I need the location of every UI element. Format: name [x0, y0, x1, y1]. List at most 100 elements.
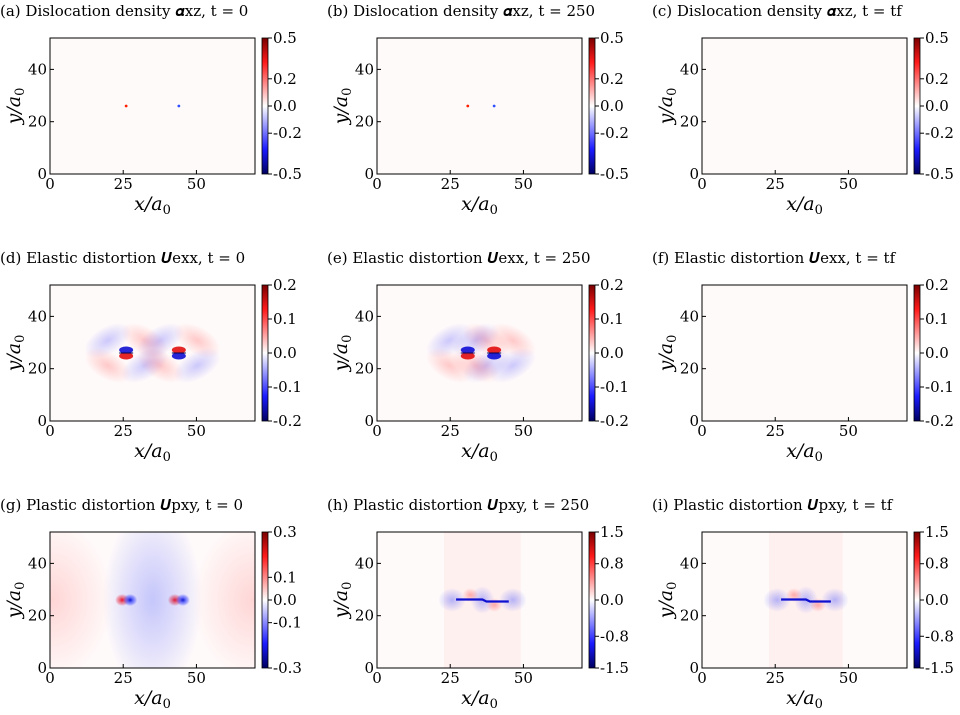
x-tick-label: 25 [114, 669, 133, 687]
core-lower [487, 352, 502, 360]
x-tick-label: 50 [839, 669, 858, 687]
x-tick-label: 50 [514, 175, 533, 193]
y-tick-label: 0 [689, 165, 699, 183]
colorbar [913, 531, 921, 669]
panel-e: (e) Elastic distortion 𝑼exx, t = 250 0 20 4… [327, 249, 629, 465]
y-axis-label: y/a0 [3, 88, 28, 126]
plot-frame [49, 284, 256, 422]
x-axis-label: x/a0 [461, 440, 498, 465]
slip-lobe [498, 588, 527, 612]
plot-frame [376, 37, 583, 175]
panel-d: (d) Elastic distortion 𝑼exx, t = 0 0 20 40 0… [0, 249, 302, 465]
panel-f: (f) Elastic distortion 𝑼exx, t = tf 0 20 40… [652, 249, 954, 465]
colorbar-tick-label: 0.0 [600, 344, 624, 362]
x-axis-label: x/a0 [461, 193, 498, 218]
panel-title: (d) Elastic distortion 𝑼exx, t = 0 [0, 249, 245, 267]
colorbar-tick-label: -0.2 [273, 412, 302, 430]
y-axis-label: y/a0 [3, 335, 28, 373]
y-tick-label: 20 [28, 113, 47, 131]
colorbar-tick-label: 0.0 [925, 591, 949, 609]
x-tick-label: 50 [839, 175, 858, 193]
y-axis-label: y/a0 [655, 88, 680, 126]
negative-dislocation-point [177, 104, 181, 108]
colorbar-tick-label: 0.5 [600, 29, 624, 47]
x-tick-label: 0 [697, 175, 707, 193]
colorbar-tick-label: 0.2 [925, 70, 949, 88]
x-tick-label: 50 [514, 669, 533, 687]
plot-area [702, 38, 907, 174]
plot-frame [376, 531, 583, 669]
negative-dislocation-point [492, 104, 496, 108]
core-lower [171, 352, 186, 360]
colorbar-tick-label: 0.2 [600, 70, 624, 88]
colorbar-tick-label: 0.0 [600, 97, 624, 115]
colorbar-tick-label: 0.0 [273, 97, 297, 115]
colorbar [913, 37, 921, 175]
colorbar [261, 531, 269, 669]
x-tick-label: 0 [697, 422, 707, 440]
panel-title: (f) Elastic distortion 𝑼exx, t = tf [652, 249, 897, 267]
plot-frame [701, 284, 908, 422]
right-region [192, 532, 255, 668]
y-tick-label: 20 [680, 360, 699, 378]
x-axis-label: x/a0 [461, 687, 498, 712]
panel-title: (e) Elastic distortion 𝑼exx, t = 250 [327, 249, 591, 267]
field-g [50, 532, 255, 668]
colorbar-tick-label: 0.8 [600, 555, 624, 573]
x-axis-label: x/a0 [786, 687, 823, 712]
y-axis-label: y/a0 [655, 582, 680, 620]
field-h [438, 532, 527, 668]
y-tick-label: 20 [680, 113, 699, 131]
slip-band [781, 598, 831, 603]
field-e [425, 322, 537, 384]
x-tick-label: 25 [114, 175, 133, 193]
colorbar [261, 37, 269, 175]
x-tick-label: 25 [766, 669, 785, 687]
y-tick-label: 0 [37, 165, 47, 183]
colorbar [261, 284, 269, 422]
colorbar-tick-label: 0.2 [925, 276, 949, 294]
colorbar-tick-label: -0.8 [600, 627, 629, 645]
y-tick-label: 20 [28, 360, 47, 378]
colorbar-tick-label: 0.2 [273, 70, 297, 88]
y-tick-label: 40 [355, 60, 374, 78]
colorbar-tick-label: 0.5 [273, 29, 297, 47]
colorbar-tick-label: 0.2 [600, 276, 624, 294]
y-tick-label: 0 [364, 165, 374, 183]
colorbar-tick-label: 0.5 [925, 29, 949, 47]
colorbar-tick-label: 0.3 [273, 523, 297, 541]
y-tick-label: 40 [355, 307, 374, 325]
y-tick-label: 20 [355, 360, 374, 378]
slip-band [456, 598, 509, 603]
y-axis-label: y/a0 [330, 88, 355, 126]
x-tick-label: 0 [372, 669, 382, 687]
y-tick-label: 0 [689, 659, 699, 677]
panel-c: (c) Dislocation density 𝜶xz, t = tf 0 20 40… [652, 2, 954, 218]
x-axis-label: x/a0 [134, 687, 171, 712]
panel-i: (i) Plastic distortion 𝑼pxy, t = tf 0 20 40… [652, 496, 954, 712]
x-tick-label: 0 [45, 669, 55, 687]
colorbar-tick-label: -0.8 [925, 627, 954, 645]
y-tick-label: 40 [28, 60, 47, 78]
x-axis-label: x/a0 [134, 193, 171, 218]
plot-frame [376, 284, 583, 422]
positive-dislocation-point [466, 104, 470, 108]
panel-b: (b) Dislocation density 𝜶xz, t = 250 0 20 4… [327, 2, 629, 218]
x-tick-label: 50 [514, 422, 533, 440]
colorbar [913, 284, 921, 422]
field-i [763, 532, 849, 668]
colorbar-tick-label: -0.2 [273, 124, 302, 142]
slip-lobe [438, 588, 467, 612]
field-b [466, 104, 496, 108]
colorbar-tick-label: 0.0 [925, 97, 949, 115]
y-axis-label: y/a0 [330, 335, 355, 373]
colorbar-tick-label: 0.0 [273, 591, 297, 609]
panel-title: (a) Dislocation density 𝜶xz, t = 0 [0, 2, 248, 20]
left-region [50, 532, 113, 668]
x-tick-label: 0 [372, 422, 382, 440]
panel-title: (g) Plastic distortion 𝑼pxy, t = 0 [0, 496, 243, 514]
colorbar-tick-label: -0.5 [273, 165, 302, 183]
y-tick-label: 40 [680, 554, 699, 572]
x-tick-label: 25 [766, 422, 785, 440]
